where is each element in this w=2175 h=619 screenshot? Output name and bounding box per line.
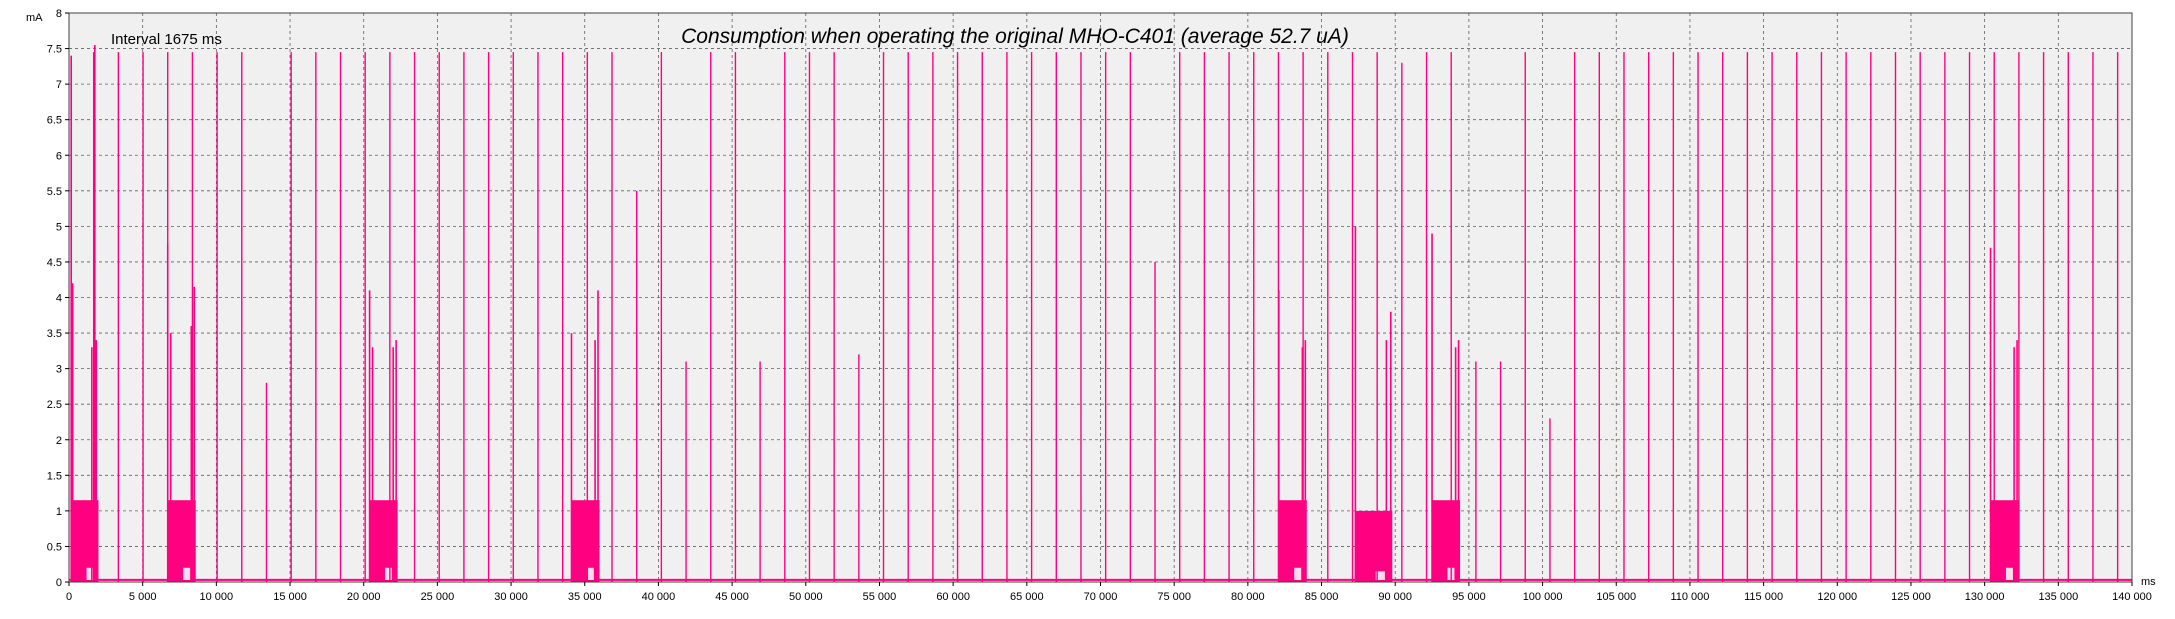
y-tick-label: 6 <box>56 150 62 162</box>
x-tick-label: 40 000 <box>642 591 676 603</box>
x-tick-label: 135 000 <box>2038 591 2078 603</box>
y-tick-label: 5.5 <box>47 186 62 198</box>
x-tick-label: 80 000 <box>1231 591 1265 603</box>
x-tick-label: 25 000 <box>421 591 455 603</box>
x-tick-label: 5 000 <box>129 591 157 603</box>
x-tick-label: 85 000 <box>1305 591 1339 603</box>
x-tick-label: 125 000 <box>1891 591 1931 603</box>
chart-title: Consumption when operating the original … <box>681 25 1349 48</box>
x-tick-label: 75 000 <box>1157 591 1191 603</box>
burst-gap <box>86 567 94 580</box>
x-tick-label: 95 000 <box>1452 591 1486 603</box>
burst-gap <box>183 567 191 580</box>
x-tick-label: 130 000 <box>1965 591 2005 603</box>
y-tick-label: 6.5 <box>47 115 62 127</box>
x-tick-label: 30 000 <box>494 591 528 603</box>
y-tick-label: 0.5 <box>47 541 62 553</box>
burst-gap <box>1375 571 1385 580</box>
x-tick-label: 115 000 <box>1744 591 1783 603</box>
y-tick-label: 4.5 <box>47 257 62 269</box>
x-axis-ticks: 0 5 000 10 000 15 000 20 000 25 000 30 000 35 0… <box>66 582 2152 603</box>
x-tick-label: 70 000 <box>1084 591 1118 603</box>
y-tick-label: 7 <box>56 79 62 91</box>
y-axis-ticks: 0 0.5 1 1.5 2 2.5 3 3.5 4 4.5 5 5.5 6 6.5 7 7.5 8 <box>47 8 69 589</box>
x-tick-label: 105 000 <box>1596 591 1636 603</box>
y-tick-label: 2.5 <box>47 399 62 411</box>
x-tick-label: 90 000 <box>1378 591 1412 603</box>
x-tick-label: 50 000 <box>789 591 823 603</box>
y-tick-label: 8 <box>56 8 62 20</box>
series-current <box>69 45 2132 582</box>
y-tick-label: 2 <box>56 435 62 447</box>
interval-annotation: Interval 1675 ms <box>111 31 222 48</box>
x-tick-label: 60 000 <box>936 591 970 603</box>
x-axis-label: ms <box>2141 576 2156 588</box>
y-tick-label: 5 <box>56 221 62 233</box>
burst-gap <box>385 567 393 580</box>
x-tick-label: 65 000 <box>1010 591 1044 603</box>
x-tick-label: 35 000 <box>568 591 602 603</box>
y-tick-label: 4 <box>56 293 62 305</box>
y-tick-label: 3 <box>56 364 62 376</box>
burst-gap <box>2005 567 2013 580</box>
burst-gap <box>1294 567 1302 580</box>
x-tick-label: 100 000 <box>1523 591 1563 603</box>
x-tick-label: 20 000 <box>347 591 381 603</box>
x-tick-label: 55 000 <box>863 591 897 603</box>
x-tick-label: 10 000 <box>200 591 234 603</box>
x-tick-label: 45 000 <box>715 591 749 603</box>
x-tick-label: 120 000 <box>1817 591 1857 603</box>
y-tick-label: 7.5 <box>47 44 62 56</box>
x-tick-label: 110 000 <box>1670 591 1709 603</box>
y-tick-label: 1 <box>56 506 62 518</box>
x-tick-label: 140 000 <box>2112 591 2152 603</box>
y-tick-label: 3.5 <box>47 328 62 340</box>
y-tick-label: 0 <box>56 577 62 589</box>
x-tick-label: 15 000 <box>273 591 307 603</box>
burst-gap <box>586 567 594 580</box>
y-axis-label: mA <box>26 12 43 24</box>
y-tick-label: 1.5 <box>47 470 62 482</box>
x-tick-label: 0 <box>66 591 72 603</box>
